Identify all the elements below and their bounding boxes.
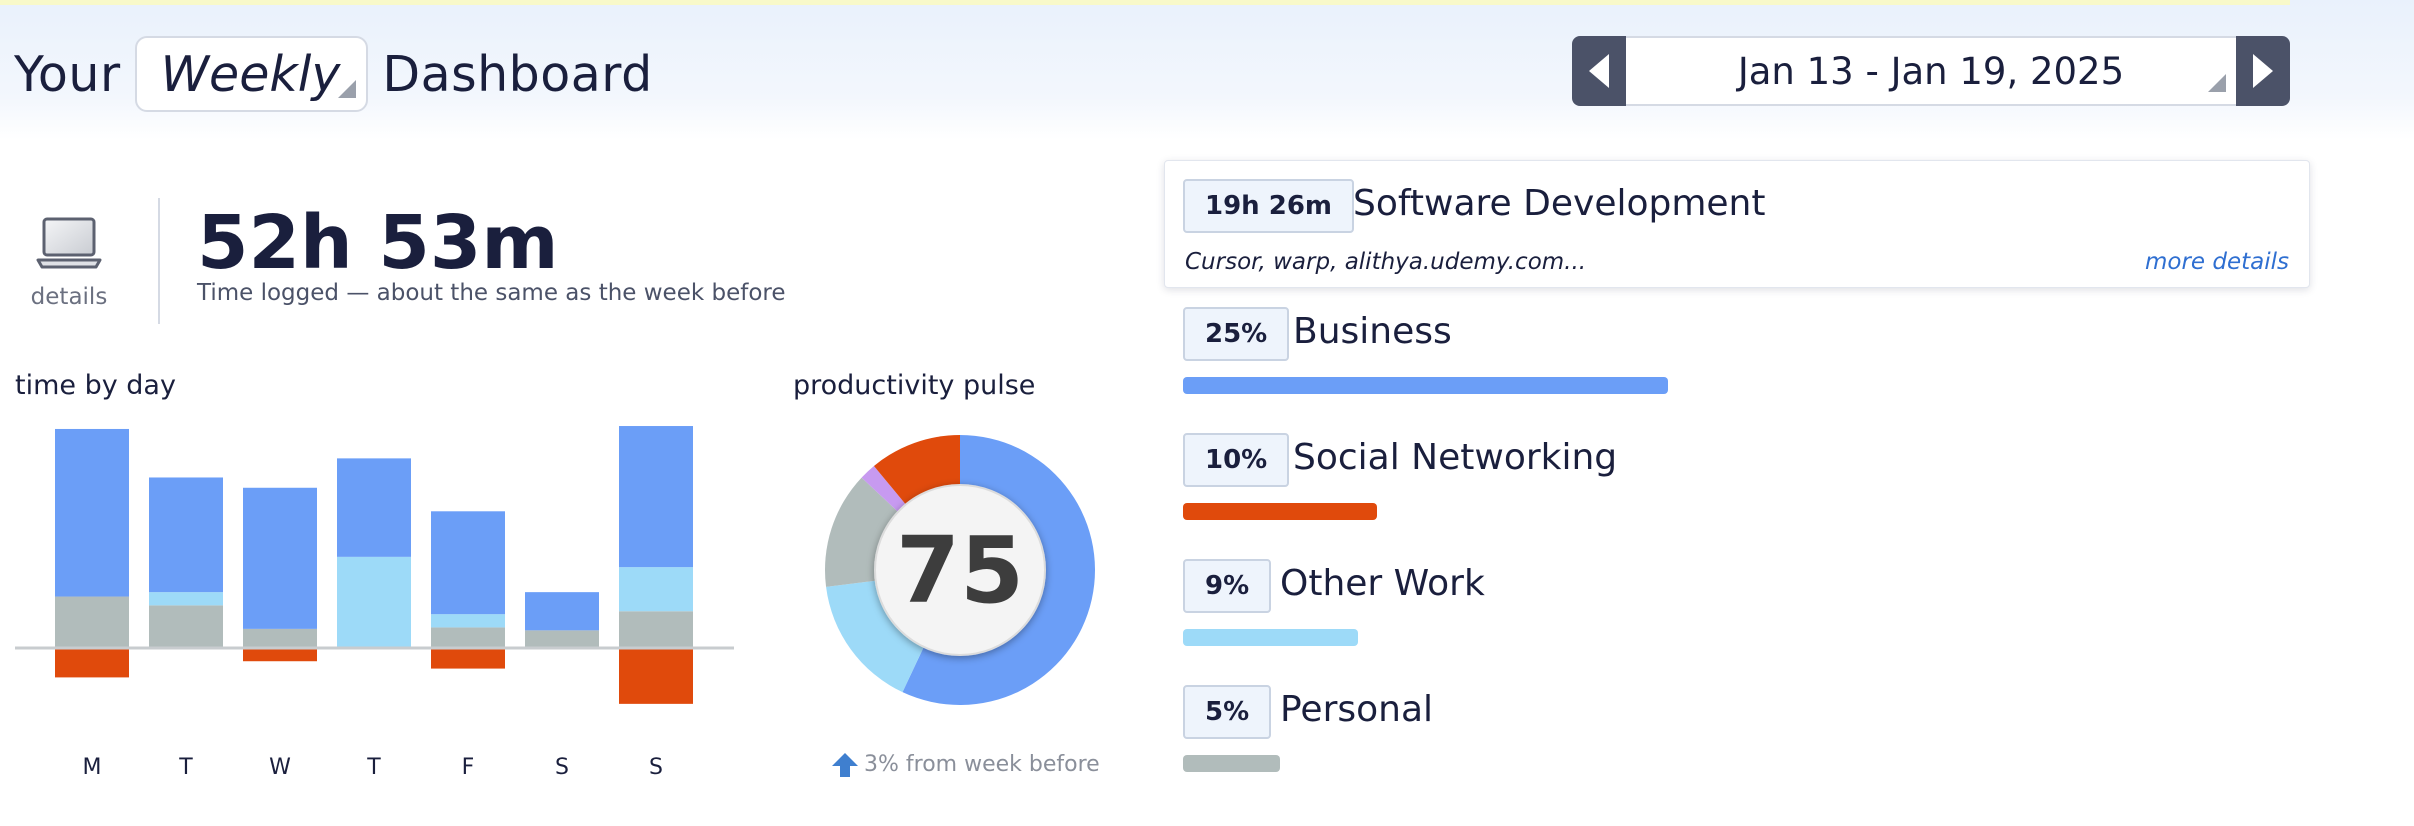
time-by-day-title: time by day xyxy=(15,370,176,401)
dropdown-corner-icon xyxy=(2208,74,2226,92)
bar-business-2[interactable] xyxy=(243,487,317,629)
pulse-score-circle xyxy=(874,484,1046,656)
day-tick-label: T xyxy=(366,755,381,780)
pulse-change-note: 3% from week before xyxy=(832,752,1100,777)
bar-personal-1[interactable] xyxy=(149,605,223,648)
bar-social-6[interactable] xyxy=(619,648,693,704)
bar-personal-5[interactable] xyxy=(525,630,599,648)
laptop-icon xyxy=(36,217,102,269)
next-week-button[interactable] xyxy=(2236,36,2290,106)
pulse-score: 75 xyxy=(896,517,1024,624)
bar-personal-2[interactable] xyxy=(243,628,317,648)
period-select-value: Weekly xyxy=(160,45,341,103)
period-select[interactable]: Weekly xyxy=(134,36,369,112)
category-progress-bar xyxy=(1183,755,1280,772)
total-time: 52h 53m xyxy=(197,200,559,286)
more-details-link[interactable]: more details xyxy=(2144,249,2289,275)
arrow-up-icon xyxy=(832,752,858,777)
bar-business-1[interactable] xyxy=(149,477,223,593)
day-tick-label: S xyxy=(649,755,663,780)
details-link[interactable]: details xyxy=(30,216,108,310)
date-range-value: Jan 13 - Jan 19, 2025 xyxy=(1737,49,2125,93)
date-range-select[interactable]: Jan 13 - Jan 19, 2025 xyxy=(1626,36,2236,106)
top-category-card[interactable]: 19h 26m Software Development Cursor, war… xyxy=(1164,160,2310,288)
category-name[interactable]: Other Work xyxy=(1280,563,1485,604)
bar-other_work-3[interactable] xyxy=(337,556,411,648)
category-name[interactable]: Personal xyxy=(1280,689,1434,730)
bar-personal-0[interactable] xyxy=(55,596,129,648)
day-tick-label: S xyxy=(555,755,569,780)
category-progress-bar xyxy=(1183,629,1358,646)
chevron-right-icon xyxy=(2253,54,2273,88)
category-percent-badge: 9% xyxy=(1183,559,1272,613)
title-suffix: Dashboard xyxy=(382,45,653,103)
day-tick-label: T xyxy=(178,755,193,780)
day-tick-label: W xyxy=(269,755,291,780)
productivity-pulse-title: productivity pulse xyxy=(793,370,1036,401)
title-prefix: Your xyxy=(14,45,121,103)
total-time-caption: Time logged — about the same as the week… xyxy=(197,280,786,306)
bar-other_work-4[interactable] xyxy=(431,614,505,628)
top-category-apps: Cursor, warp, alithya.udemy.com... xyxy=(1185,249,1587,275)
bar-social-0[interactable] xyxy=(55,648,129,678)
category-progress-bar xyxy=(1183,377,1668,394)
bar-other_work-6[interactable] xyxy=(619,567,693,612)
day-tick-label: F xyxy=(462,755,475,780)
summary-divider xyxy=(158,198,160,324)
dropdown-corner-icon xyxy=(338,80,357,98)
pulse-change-text: 3% from week before xyxy=(864,752,1100,777)
category-progress-bar xyxy=(1183,503,1377,520)
bar-social-4[interactable] xyxy=(431,648,505,669)
category-name[interactable]: Business xyxy=(1293,311,1452,352)
bar-business-5[interactable] xyxy=(525,592,599,631)
notification-strip xyxy=(0,0,2290,5)
bar-business-6[interactable] xyxy=(619,426,693,568)
dashboard-title: Your Weekly Dashboard xyxy=(14,36,653,112)
bar-personal-6[interactable] xyxy=(619,611,693,648)
category-percent-badge: 5% xyxy=(1183,685,1272,739)
top-category-duration: 19h 26m xyxy=(1183,179,1355,233)
chevron-left-icon xyxy=(1589,54,1609,88)
bar-social-2[interactable] xyxy=(243,648,317,662)
bar-other_work-1[interactable] xyxy=(149,592,223,606)
bar-business-4[interactable] xyxy=(431,511,505,615)
bar-business-0[interactable] xyxy=(55,428,129,597)
date-navigator: Jan 13 - Jan 19, 2025 xyxy=(1572,36,2290,106)
productivity-pulse-chart[interactable]: 75 xyxy=(810,420,1110,720)
details-label: details xyxy=(30,284,108,310)
category-name[interactable]: Social Networking xyxy=(1293,437,1618,478)
bar-personal-4[interactable] xyxy=(431,627,505,648)
category-percent-badge: 25% xyxy=(1183,307,1290,361)
day-tick-label: M xyxy=(83,755,102,780)
category-percent-badge: 10% xyxy=(1183,433,1290,487)
previous-week-button[interactable] xyxy=(1572,36,1626,106)
bar-business-3[interactable] xyxy=(337,458,411,557)
top-category-name: Software Development xyxy=(1353,183,1766,224)
